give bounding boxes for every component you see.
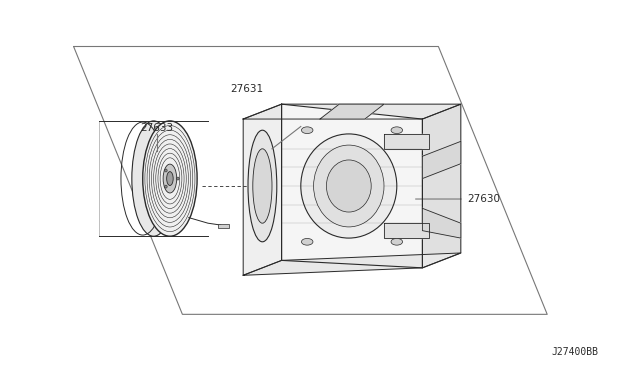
Polygon shape: [243, 104, 461, 119]
Polygon shape: [422, 104, 461, 268]
Ellipse shape: [391, 238, 403, 245]
Text: J27400BB: J27400BB: [552, 347, 598, 356]
Ellipse shape: [132, 121, 175, 236]
Ellipse shape: [301, 134, 397, 238]
Ellipse shape: [177, 177, 179, 180]
Polygon shape: [320, 104, 384, 119]
Ellipse shape: [164, 185, 167, 188]
Bar: [218, 224, 229, 228]
Ellipse shape: [143, 121, 197, 236]
Ellipse shape: [163, 164, 177, 193]
Ellipse shape: [248, 130, 276, 242]
Ellipse shape: [391, 127, 403, 134]
Ellipse shape: [166, 171, 173, 186]
Text: 27630: 27630: [467, 194, 500, 204]
Ellipse shape: [326, 160, 371, 212]
Ellipse shape: [314, 145, 384, 227]
Polygon shape: [422, 208, 461, 238]
Polygon shape: [282, 104, 422, 268]
Ellipse shape: [253, 149, 272, 223]
Polygon shape: [243, 104, 282, 275]
Ellipse shape: [301, 238, 313, 245]
Text: 27631: 27631: [230, 84, 263, 94]
Polygon shape: [384, 134, 429, 149]
Ellipse shape: [301, 127, 313, 134]
Polygon shape: [243, 253, 461, 275]
Polygon shape: [243, 119, 422, 268]
Text: 27633: 27633: [140, 124, 173, 133]
Ellipse shape: [164, 169, 167, 172]
Polygon shape: [384, 223, 429, 238]
Polygon shape: [422, 141, 461, 179]
